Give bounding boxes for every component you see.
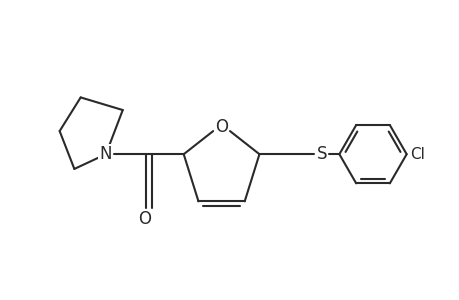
- Text: Cl: Cl: [409, 147, 424, 162]
- Text: N: N: [100, 145, 112, 163]
- Text: O: O: [215, 118, 228, 136]
- Text: O: O: [137, 210, 151, 228]
- Text: S: S: [316, 145, 326, 163]
